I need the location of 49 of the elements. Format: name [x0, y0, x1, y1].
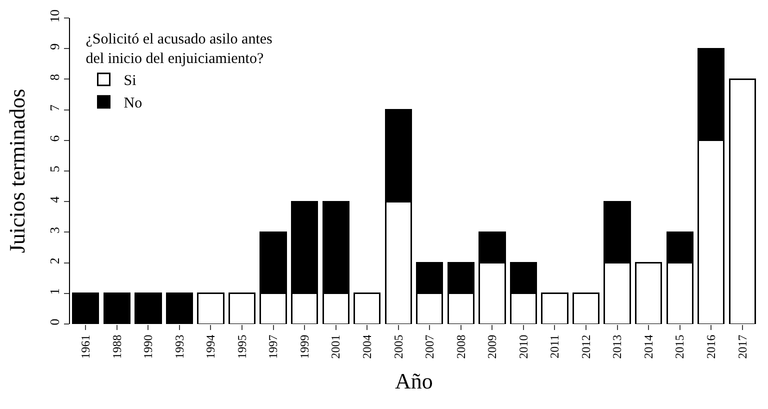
x-tick-label: 2010: [516, 334, 530, 359]
y-tick-label: 8: [46, 74, 62, 80]
legend-title: ¿Solicitó el acusado asilo antes del inicio del enjuiciamiento?: [86, 32, 273, 68]
bar: [197, 292, 224, 324]
bar: [72, 292, 100, 324]
y-tick-label: 1: [46, 288, 62, 295]
y-tick-label: 2: [46, 258, 62, 264]
bar: [572, 292, 600, 324]
x-tick-label: 2007: [422, 334, 437, 359]
bar: [541, 292, 568, 324]
y-tick-label: 5: [46, 166, 62, 172]
bar: [166, 292, 194, 324]
x-tick-label: 2009: [485, 334, 500, 359]
y-axis-title: Juicios terminados: [4, 88, 30, 254]
x-tick-label: 2001: [328, 334, 343, 359]
x-tick-label: 2015: [672, 334, 687, 359]
x-tick-label: 2004: [360, 334, 374, 359]
x-tick-label: 1995: [234, 334, 249, 359]
x-tick-label: 2013: [610, 334, 624, 359]
x-tick-label: 1961: [78, 334, 93, 359]
bar: [634, 262, 662, 324]
bar: [134, 292, 162, 324]
bar: [228, 292, 256, 324]
x-tick-label: 2011: [548, 334, 562, 358]
x-tick-label: 1993: [172, 334, 186, 359]
bar: [354, 292, 381, 324]
x-axis-title: Año: [395, 368, 433, 394]
y-tick-label: 6: [46, 134, 62, 142]
x-tick-label: 2005: [391, 334, 406, 359]
x-tick-label: 2012: [578, 334, 593, 359]
x-tick-label: 1999: [297, 334, 312, 359]
x-tick-label: 2017: [735, 334, 750, 359]
y-tick-label: 0: [46, 318, 62, 326]
x-tick-label: 1997: [266, 334, 280, 359]
y-tick-label: 3: [46, 227, 62, 234]
x-tick-label: 2008: [454, 334, 468, 359]
x-tick-label: 2016: [704, 334, 718, 359]
bar: [728, 78, 756, 324]
legend-label: No: [124, 96, 142, 112]
y-tick-label: 10: [46, 10, 62, 23]
x-tick-label: 1990: [141, 334, 156, 359]
x-tick-label: 2014: [641, 334, 656, 359]
x-tick-label: 1988: [110, 334, 124, 359]
x-tick-label: 1994: [204, 334, 218, 359]
y-tick-label: 4: [46, 196, 62, 203]
y-tick-label: 9: [46, 43, 62, 50]
bar: [103, 292, 130, 324]
legend-label: Si: [124, 73, 136, 90]
y-tick-label: 7: [46, 104, 62, 112]
